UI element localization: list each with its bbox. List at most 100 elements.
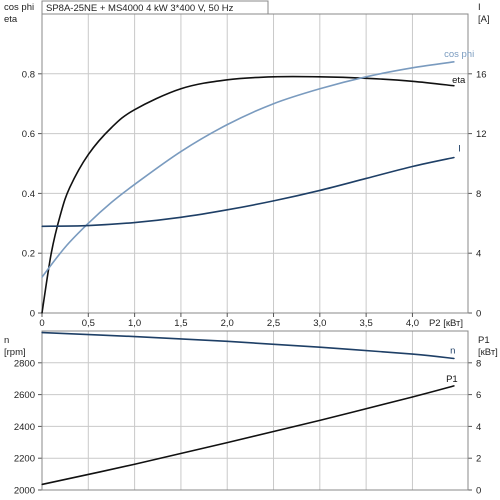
data-point-cos-phi [41,276,43,278]
series-label-P1: P1 [446,374,458,385]
y-left-tick-label: 0.8 [22,69,35,80]
y-right-tick-label: 16 [476,69,487,80]
y-left-tick-label: 2000 [14,486,35,497]
series-line-eta [41,75,455,314]
data-point-I [180,216,182,218]
data-point-cos-phi [272,103,275,105]
data-point-cos-phi [411,67,414,69]
data-point-I [41,225,43,227]
data-point-n [226,340,228,342]
data-point-P1 [319,419,321,421]
data-point-n [134,335,136,338]
data-point-cos-phi [180,150,182,153]
x-tick-label: 1,0 [128,318,141,329]
y-right-tick-label: 0 [476,309,481,320]
x-tick-label: 0 [39,318,44,329]
x-tick-label: 3,0 [313,318,326,329]
series-line-cos-phi [41,61,455,278]
y-left-tick-label: 0 [30,309,35,320]
series-line-I [41,156,455,228]
data-point-P1 [41,483,43,486]
data-point-eta [59,213,62,215]
y-left-tick-label: 2200 [14,454,35,465]
y-right-tick-label: 12 [476,129,487,140]
data-point-P1 [134,463,136,465]
data-point-n [453,357,455,360]
data-point-eta [319,76,321,78]
data-point-eta [180,88,182,90]
y-left-axis-label: n [4,335,9,346]
data-point-cos-phi [110,201,113,203]
data-point-eta [453,85,455,87]
y-left-tick-label: 2600 [14,390,35,401]
data-point-eta [69,186,71,189]
x-tick-label: 0,5 [82,318,95,329]
y-left-tick-label: 0.6 [22,129,35,140]
series-line-n [41,331,455,360]
y-left-tick-label: 0.2 [22,249,35,260]
data-point-eta [226,79,228,81]
chart-title: SP8A-25NE + MS4000 4 kW 3*400 V, 50 Hz [46,3,234,14]
series-label-I: I [458,144,461,155]
data-point-cos-phi [134,183,136,186]
data-point-I [453,156,455,159]
data-point-cos-phi [87,222,89,224]
data-point-cos-phi [64,246,66,248]
series-label-eta: eta [452,75,466,86]
x-tick-label: 1,5 [174,318,187,329]
x-tick-label: 2,5 [267,318,280,329]
y-right-tick-label: 8 [476,358,481,369]
data-point-eta [365,77,367,79]
y-right-tick-label: 2 [476,454,481,465]
data-point-cos-phi [226,124,228,126]
plot-frame-1 [41,330,469,491]
data-point-P1 [453,385,455,387]
plot-frame-0 [41,13,469,314]
y-left-axis-label: cos phi [4,2,34,13]
data-point-cos-phi [365,76,367,78]
y-right-axis-label: P1 [478,335,490,346]
data-point-I [411,165,414,168]
series-line-P1 [41,385,455,486]
data-point-eta [411,80,414,82]
y-right-axis-label: [кВт] [478,347,498,358]
y-left-tick-label: 0.4 [22,189,35,200]
x-tick-label: 2,0 [221,318,234,329]
y-right-tick-label: 4 [476,422,481,433]
data-point-I [226,209,228,211]
x-tick-label: 3,5 [360,318,373,329]
series-label-n: n [450,346,455,357]
y-right-tick-label: 8 [476,189,481,200]
y-right-tick-label: 6 [476,390,481,401]
y-right-axis-label: [A] [478,14,490,25]
data-point-I [87,224,89,227]
data-point-I [134,221,136,224]
y-left-tick-label: 2800 [14,358,35,369]
y-left-tick-label: 2400 [14,422,35,433]
data-point-I [365,177,367,180]
data-point-eta [41,312,43,314]
data-point-eta [50,252,52,254]
chart-title-box [41,0,269,15]
series-label-cos-phi: cos phi [444,49,474,60]
data-point-eta [110,127,113,129]
y-right-tick-label: 0 [476,486,481,497]
y-right-axis-label: I [478,2,481,13]
data-point-I [272,200,275,202]
y-left-axis-label: [rpm] [4,347,26,358]
data-point-n [41,331,43,334]
y-right-tick-label: 4 [476,249,481,260]
x-tick-label: 4,0 [406,318,419,329]
x-axis-label: P2 [кВт] [429,318,463,329]
data-point-eta [134,109,136,111]
data-point-cos-phi [453,61,455,63]
data-point-n [411,353,414,355]
data-point-P1 [411,396,414,398]
data-point-eta [87,153,89,156]
data-point-n [319,346,321,348]
data-point-I [319,189,321,192]
data-point-P1 [226,442,228,444]
data-point-cos-phi [319,88,321,90]
y-left-axis-label: eta [4,14,18,25]
